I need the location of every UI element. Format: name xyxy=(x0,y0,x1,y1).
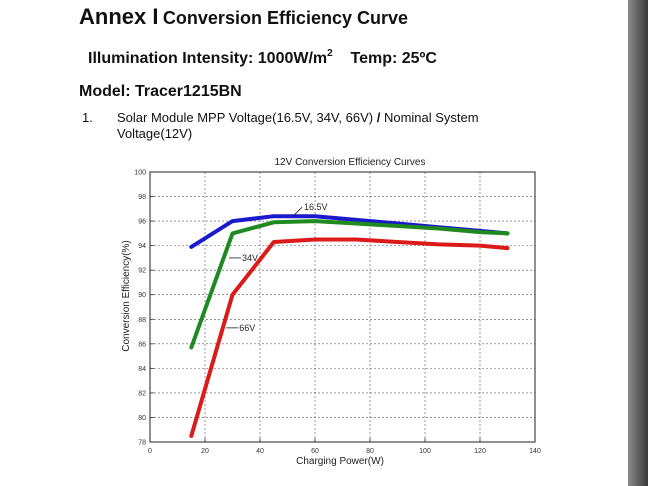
section-title-part2: Nominal System Voltage(12V) xyxy=(117,110,479,141)
illumination-exponent: 2 xyxy=(327,48,333,59)
temperature-label: Temp: 25ºC xyxy=(350,50,437,67)
annotation-leader xyxy=(292,206,303,217)
x-tick-label: 0 xyxy=(148,448,152,455)
annex-heading: Annex I Conversion Efficiency Curve xyxy=(79,4,408,30)
annotation-label: 66V xyxy=(239,323,255,333)
section-title-slash: / xyxy=(376,110,381,125)
test-conditions: Illumination Intensity: 1000W/m2 Temp: 2… xyxy=(88,48,437,68)
x-tick-label: 140 xyxy=(529,448,541,455)
y-tick-label: 92 xyxy=(138,268,146,275)
efficiency-chart: 12V Conversion Efficiency Curves Chargin… xyxy=(121,157,541,467)
y-tick-label: 90 xyxy=(138,292,146,299)
page-edge xyxy=(628,0,648,486)
x-tick-label: 40 xyxy=(256,448,264,455)
y-tick-label: 86 xyxy=(138,341,146,348)
y-tick-label: 94 xyxy=(138,243,146,250)
annotation-label: 16.5V xyxy=(304,202,328,212)
x-tick-label: 20 xyxy=(201,448,209,455)
y-tick-label: 78 xyxy=(138,440,146,447)
series-annotations: 16.5V 34V 66V xyxy=(226,202,328,333)
y-tick-label: 98 xyxy=(138,194,146,201)
annex-label: Annex I xyxy=(79,4,159,29)
chart-title: 12V Conversion Efficiency Curves xyxy=(275,157,426,168)
y-tick-label: 80 xyxy=(138,415,146,422)
grid xyxy=(149,171,536,443)
y-tick-label: 82 xyxy=(138,390,146,397)
y-axis-label: Conversion Efficiency(%) xyxy=(121,240,132,352)
section-title: Solar Module MPP Voltage(16.5V, 34V, 66V… xyxy=(117,110,537,142)
x-axis-label: Charging Power(W) xyxy=(296,456,384,467)
illumination-label: Illumination Intensity: 1000W/m xyxy=(88,50,328,67)
data-series xyxy=(189,214,510,438)
x-tick-label: 60 xyxy=(311,448,319,455)
x-tick-label: 100 xyxy=(419,448,431,455)
section-number: 1. xyxy=(82,110,93,125)
plot-frame xyxy=(149,171,536,443)
x-tick-label: 80 xyxy=(366,448,374,455)
series-line-66v xyxy=(189,237,510,438)
series-line-34v xyxy=(189,219,510,350)
x-tick-label: 120 xyxy=(474,448,486,455)
y-tick-label: 96 xyxy=(138,219,146,226)
annotation-label: 34V xyxy=(242,253,258,263)
y-tick-label: 100 xyxy=(134,170,146,177)
y-tick-label: 84 xyxy=(138,366,146,373)
y-tick-label: 88 xyxy=(138,317,146,324)
model-heading: Model: Tracer1215BN xyxy=(79,83,242,100)
annex-title: Conversion Efficiency Curve xyxy=(162,8,408,28)
section-title-part1: Solar Module MPP Voltage(16.5V, 34V, 66V… xyxy=(117,110,374,125)
tick-labels: 0 20 40 60 80 100 120 140 78 80 82 84 86 88 90 92 94 96 98… xyxy=(134,170,541,456)
document-page: Annex I Conversion Efficiency Curve Illu… xyxy=(0,0,628,486)
